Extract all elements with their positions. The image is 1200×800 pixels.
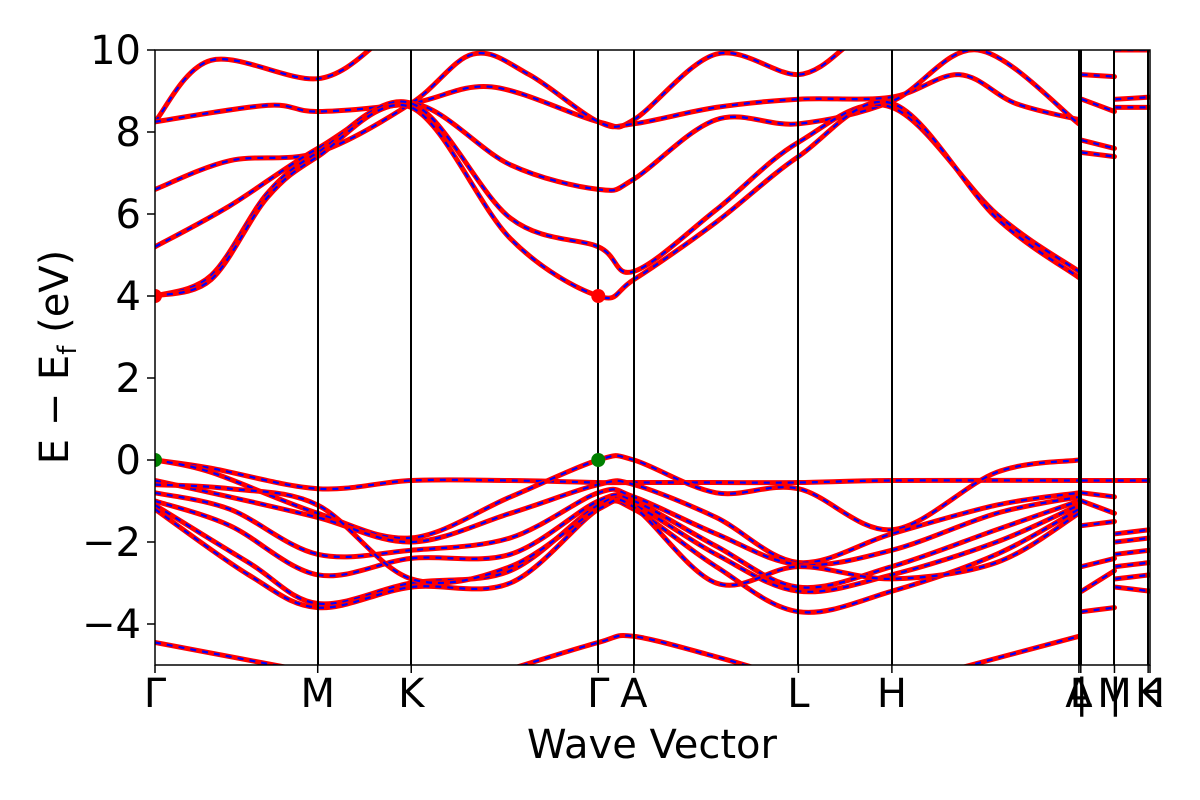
y-tick-label: 2 <box>116 356 141 402</box>
band-edge-markers <box>155 289 606 467</box>
band-line-fit <box>155 641 281 665</box>
y-axis-label: E − Ef (eV) <box>32 250 83 465</box>
band-line-dft <box>515 632 754 665</box>
y-tick-label: −4 <box>82 602 141 648</box>
vbm-marker <box>591 453 606 467</box>
y-axis-label-main: E − E <box>32 355 78 465</box>
y-tick-label: 6 <box>116 192 141 238</box>
band-line-fit <box>1115 549 1150 556</box>
band-line-fit <box>1115 586 1150 593</box>
x-tick-label: L <box>787 671 810 717</box>
band-line-dft <box>155 457 1150 492</box>
cbm-marker <box>591 289 606 303</box>
x-tick-label: H <box>1135 671 1165 717</box>
x-tick-label: M <box>300 671 335 717</box>
band-line-fit <box>1081 491 1115 498</box>
x-tick-label: A <box>620 671 648 717</box>
x-tick-label: H <box>877 671 907 717</box>
band-line-fit <box>155 50 371 123</box>
x-tick-label: | <box>1075 671 1088 717</box>
x-axis-label: Wave Vector <box>527 722 778 768</box>
band-line-fit <box>1081 569 1116 593</box>
band-line-fit <box>519 634 749 665</box>
y-tick-label: 10 <box>90 28 141 74</box>
band-line-dft <box>155 495 1082 607</box>
band-line-fit <box>155 100 1080 298</box>
y-axis-ticks: −4 −2 0 2 4 6 8 10 <box>82 28 155 648</box>
band-line-fit <box>1115 561 1150 568</box>
band-line-fit <box>1115 573 1150 580</box>
band-line-fit <box>1081 73 1115 78</box>
band-line-fit <box>1081 557 1115 568</box>
band-line-fit <box>155 100 1080 300</box>
band-line-fit <box>1081 520 1115 527</box>
x-tick-label: | <box>1109 671 1122 717</box>
band-line-fit <box>1081 151 1115 158</box>
band-line-fit <box>1081 606 1115 613</box>
band-line-fit <box>1115 528 1150 535</box>
kpoint-lines <box>317 50 1149 665</box>
y-tick-label: −2 <box>82 520 141 566</box>
band-line-fit <box>155 493 1080 589</box>
cbm-marker <box>155 289 162 303</box>
band-line-fit <box>155 50 1080 248</box>
x-tick-label: A <box>1065 671 1093 717</box>
band-line-fit <box>1081 499 1115 515</box>
vbm-marker <box>155 453 162 467</box>
x-tick-label: Γ <box>587 671 610 717</box>
x-tick-label: K <box>1135 671 1163 717</box>
band-line-fit <box>1081 98 1115 113</box>
x-axis-ticks: Γ M K Γ A L H AL| M| KH <box>144 665 1165 717</box>
band-line-dft <box>155 99 1082 299</box>
band-line-fit <box>1081 139 1115 150</box>
band-line-fit <box>155 479 1080 564</box>
y-tick-label: 8 <box>116 110 141 156</box>
x-tick-label: K <box>398 671 426 717</box>
y-axis-label-unit: (eV) <box>32 250 78 346</box>
y-tick-label: 4 <box>116 274 141 320</box>
y-tick-label: 0 <box>116 438 141 484</box>
x-tick-label: L <box>1070 671 1093 717</box>
band-line-fit <box>155 50 844 129</box>
band-line-fit <box>155 52 1080 191</box>
band-lines <box>155 50 1150 665</box>
y-axis-label-sub: f <box>53 345 83 355</box>
band-line-fit <box>1115 96 1150 101</box>
x-tick-label: M <box>1097 671 1132 717</box>
plot-frame <box>154 49 1151 666</box>
band-line-fit <box>967 635 1080 665</box>
band-line-fit <box>1115 536 1150 544</box>
band-line-fit <box>155 488 1080 567</box>
x-tick-label: Γ <box>144 671 167 717</box>
